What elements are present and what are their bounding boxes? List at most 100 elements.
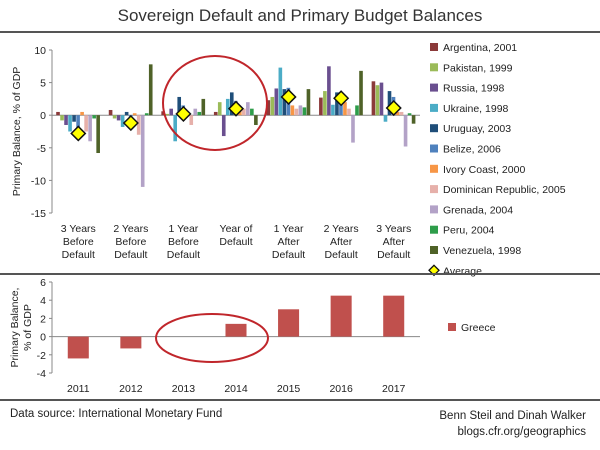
bar-6-4 [290,105,295,116]
bar-8-3 [246,102,250,116]
bar-9-3 [250,108,254,116]
data-source-note: Data source: International Monetary Fund [10,408,223,420]
bar-7-2 [189,115,194,125]
chart-title: Sovereign Default and Primary Budget Bal… [117,6,483,25]
bar-8-0 [88,115,92,142]
y-tick-label-bottom: -2 [37,350,46,362]
year-label: 2015 [277,383,301,395]
bar-10-2 [201,98,206,116]
legend-swatch-greece [448,323,456,331]
bar-0-1 [108,109,113,116]
bar-8-1 [140,115,145,187]
bar-9-1 [144,113,149,116]
year-label: 2013 [172,383,196,395]
bar-9-4 [302,107,307,116]
bar-6-5 [343,102,347,116]
bar-3-5 [331,104,335,116]
bar-10-3 [254,115,258,125]
average-marker [122,114,139,132]
category-label-top: After [330,236,353,248]
legend-swatch [430,225,438,234]
category-label-top: Before [115,236,146,248]
category-label-top: Default [167,249,200,261]
bar-0-5 [319,97,323,116]
bar-10-1 [148,64,153,116]
bar-1-3 [217,102,222,116]
y-tick-label-bottom: 0 [40,332,46,344]
bar-0-0 [56,111,60,116]
bar-9-0 [92,115,96,119]
bar-1-1 [112,115,117,119]
legend-label: Ivory Coast, 2000 [443,164,525,176]
category-label-top: 2 Years [113,223,148,235]
category-label-top: Default [325,249,358,261]
legend-swatch [430,144,438,153]
bar-6-1 [132,113,137,116]
bar-8-6 [403,115,408,147]
year-label: 2016 [329,383,353,395]
bar-1-4 [270,96,275,116]
legend-swatch [430,124,438,133]
bar-greece-2011 [67,336,89,359]
credit-url: blogs.cfr.org/geographics [457,426,587,438]
average-marker [70,125,87,142]
bar-6-6 [395,111,400,116]
bar-2-4 [274,88,279,116]
bar-2-6 [379,82,384,116]
bar-4-6 [387,91,392,116]
bar-10-5 [359,70,363,116]
category-label-top: After [383,236,406,248]
legend-label: Dominican Republic, 2005 [443,184,566,196]
y-tick-label-top: -10 [31,175,46,187]
legend-swatch [430,205,438,214]
y-tick-label-bottom: 2 [40,313,46,325]
category-label-top: 3 Years [61,223,96,235]
category-label-top: Before [63,236,94,248]
legend-label: Grenada, 2004 [443,204,513,216]
category-label-top: Default [114,249,147,261]
bar-7-5 [347,108,351,116]
bar-2-2 [169,108,173,116]
category-label-top: 1 Year [274,223,304,235]
bar-4-0 [72,115,76,122]
bar-7-4 [294,108,299,116]
legend-label-greece: Greece [461,322,496,334]
y-tick-label-top: 5 [40,78,46,90]
legend-label: Pakistan, 1999 [443,62,513,74]
legend-label: Uruguay, 2003 [443,123,511,135]
y-tick-label-top: 0 [40,110,46,122]
bar-3-4 [278,67,283,116]
annotation-circle-bottom [155,313,269,363]
average-marker [280,88,297,106]
bar-6-0 [80,111,84,116]
legend-swatch [430,164,438,173]
bar-8-5 [351,115,355,143]
bar-0-3 [213,111,218,116]
y-axis-label-bottom-line2: % of GDP [22,304,34,351]
average-marker [175,105,192,122]
category-label-top: Year of [220,223,253,235]
bar-7-0 [84,115,88,132]
credit-authors: Benn Steil and Dinah Walker [439,410,586,422]
legend-swatch [430,43,438,51]
legend-swatch [430,246,438,254]
panel-divider-middle [0,273,600,275]
legend-swatch [430,103,438,112]
category-label-top: Default [272,249,305,261]
bar-9-6 [407,113,412,116]
legend-label: Belize, 2006 [443,144,501,156]
category-label-top: Default [62,249,95,261]
category-label-top: 1 Year [169,223,199,235]
bar-greece-2016 [330,295,352,337]
bar-0-4 [266,100,271,116]
legend-label-average: Average [443,265,482,277]
bar-greece-2014 [225,323,247,337]
bar-7-6 [399,111,404,116]
panel-divider-top [0,31,600,33]
bar-8-2 [193,108,198,116]
bar-4-4 [282,89,287,116]
average-marker [227,100,245,117]
bar-2-0 [64,115,68,125]
credit-block: Benn Steil and Dinah Walker blogs.cfr.or… [439,408,586,440]
